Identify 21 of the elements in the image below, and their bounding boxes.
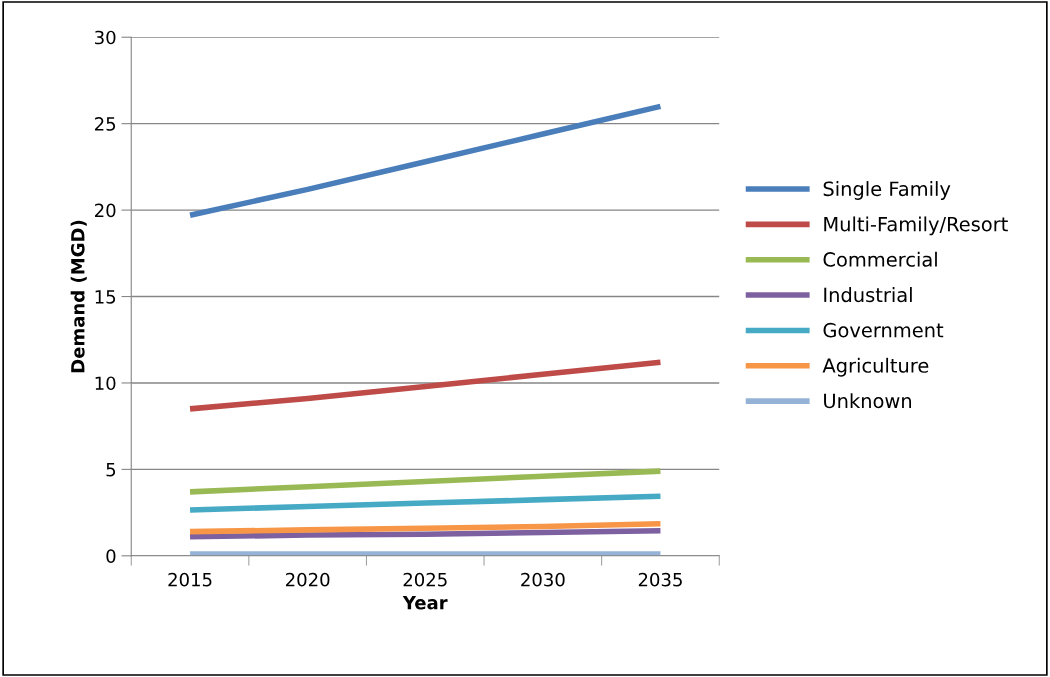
legend-label: Unknown: [824, 393, 912, 409]
y-tick-label: 5: [106, 463, 116, 477]
legend-label: Agriculture: [822, 357, 929, 377]
y-axis-title: Demand (MGD): [70, 220, 87, 373]
y-tick-label: 20: [95, 203, 116, 218]
legend-label: Commercial: [823, 251, 937, 267]
y-tick-label: 30: [95, 30, 116, 45]
y-tick-label: 15: [95, 290, 116, 304]
legend-label: Single Family: [823, 181, 951, 200]
legend-label: Industrial: [824, 287, 912, 303]
x-tick-label: 2020: [286, 572, 330, 587]
x-axis-title: Year: [402, 596, 448, 610]
x-tick-label: 2025: [403, 572, 447, 587]
y-tick-label: 25: [95, 117, 116, 131]
x-tick-label: 2035: [638, 572, 682, 587]
legend-label: Government: [823, 322, 944, 338]
x-tick-label: 2015: [168, 572, 212, 587]
legend-label: Multi-Family/Resort: [824, 216, 1008, 236]
x-tick-label: 2030: [521, 572, 565, 587]
y-tick-label: 10: [95, 376, 116, 391]
y-tick-label: 0: [106, 549, 116, 563]
